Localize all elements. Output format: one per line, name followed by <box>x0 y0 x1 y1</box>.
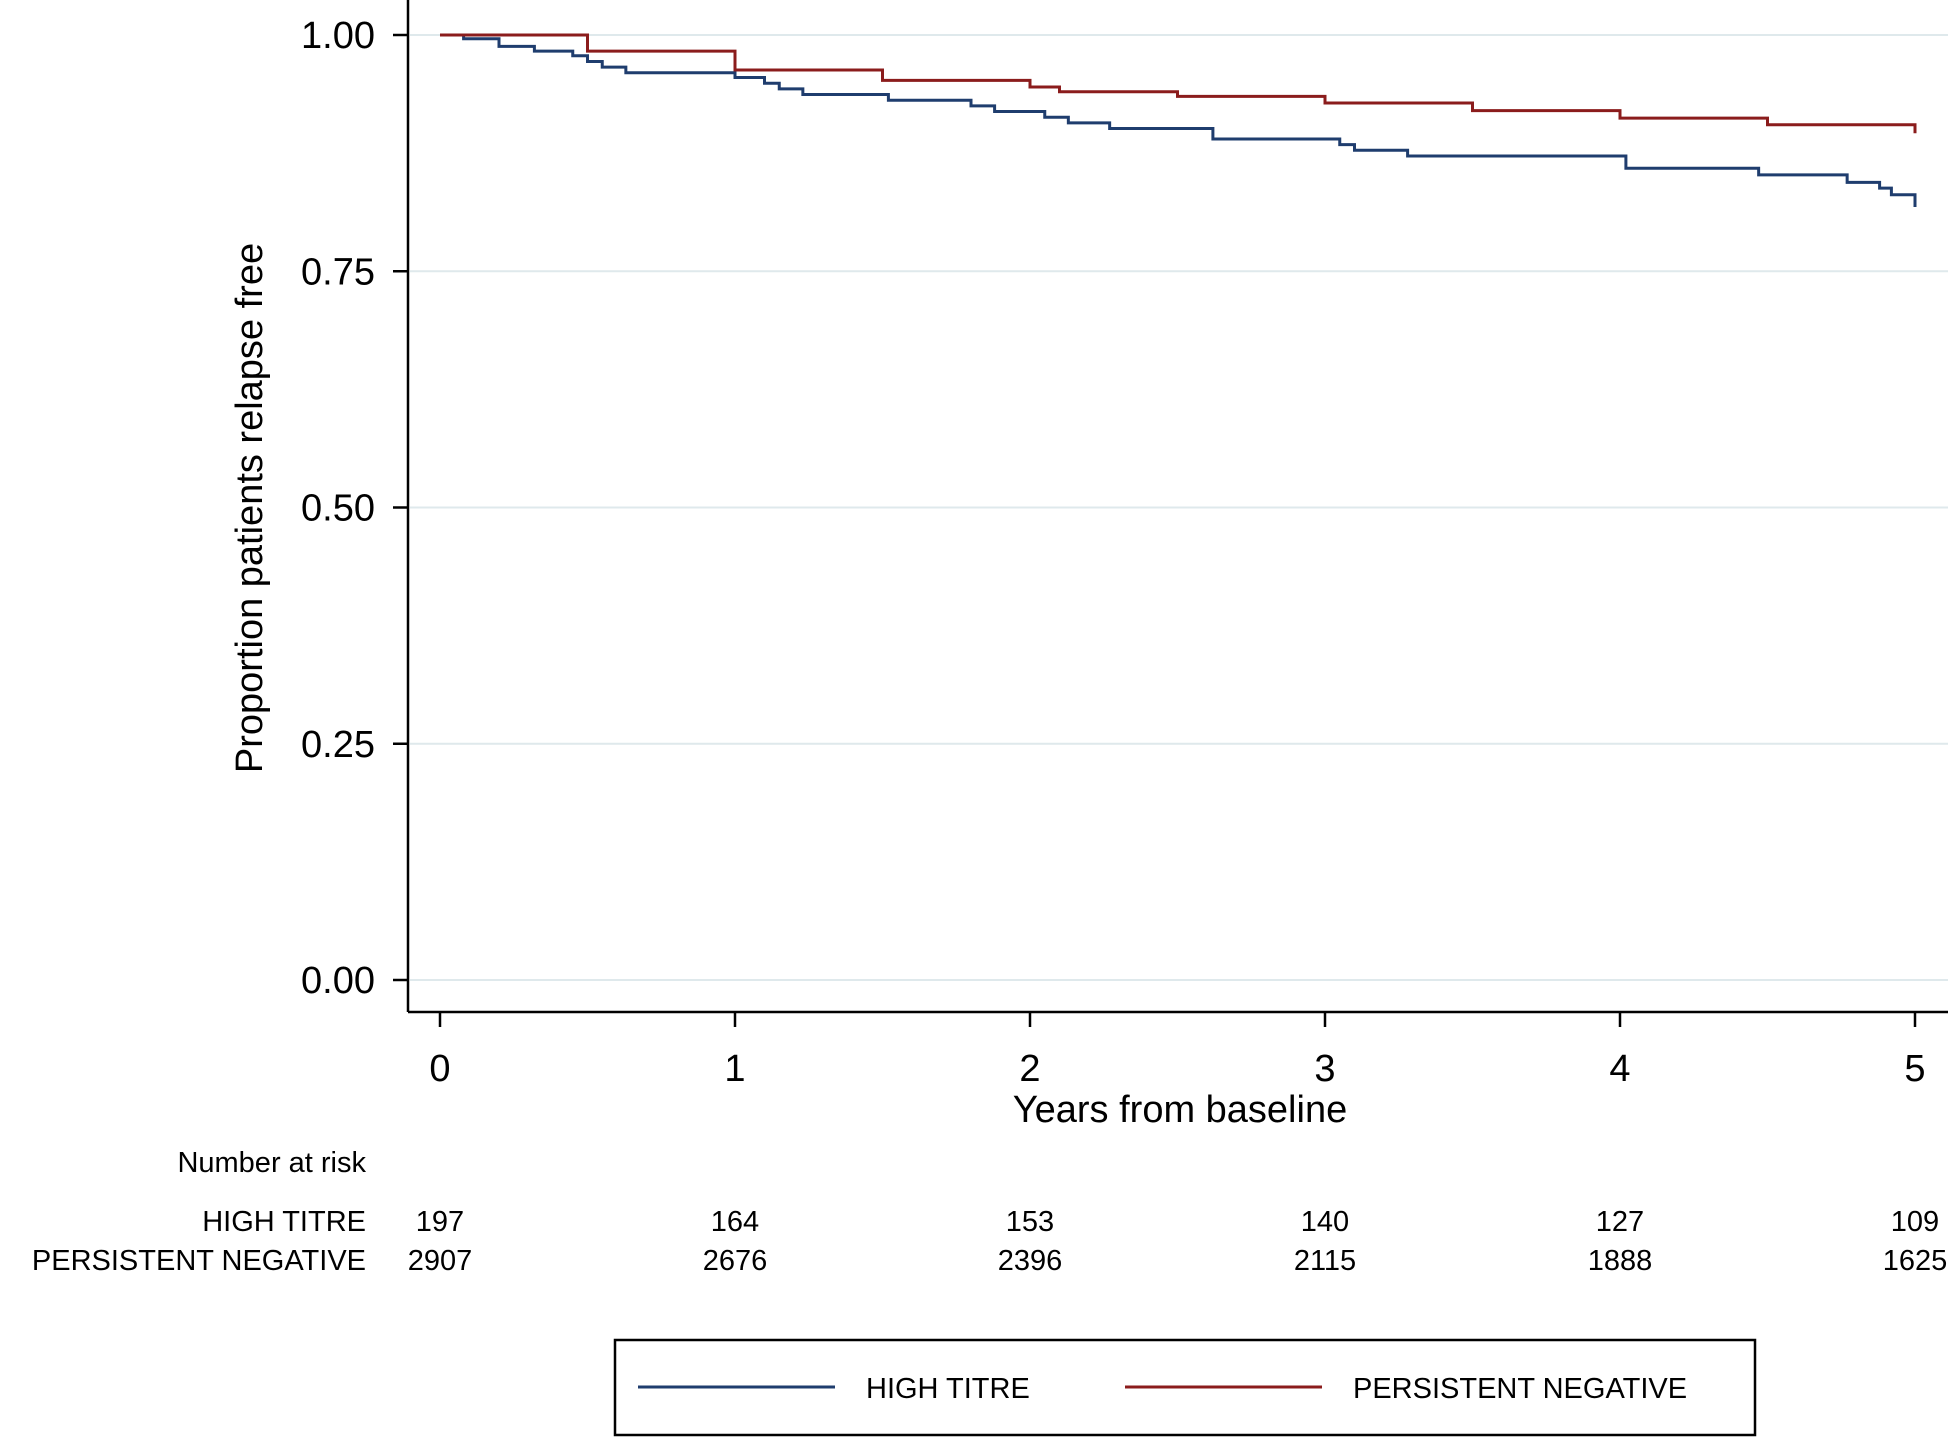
x-axis-title: Years from baseline <box>1013 1089 1347 1131</box>
risk-count: 2676 <box>703 1245 768 1277</box>
risk-table: HIGH TITRE 197 164 153 140 127 109 PERSISTENT N… <box>32 1206 1947 1277</box>
risk-table-title: Number at risk <box>177 1147 366 1179</box>
risk-count: 2115 <box>1294 1245 1356 1277</box>
x-tick-label: 5 <box>1904 1048 1925 1090</box>
series-line-high-titre <box>440 33 1917 207</box>
x-tick-label: 2 <box>1019 1048 1040 1090</box>
risk-count: 164 <box>711 1206 759 1238</box>
x-axis-ticks: 0 1 2 3 4 5 <box>429 1012 1926 1090</box>
risk-count: 140 <box>1301 1206 1349 1238</box>
risk-count: 1625 <box>1883 1245 1948 1277</box>
legend: HIGH TITRE PERSISTENT NEGATIVE <box>613 1338 1757 1437</box>
y-tick-label: 0.00 <box>301 960 375 1002</box>
legend-label-persistent-negative: PERSISTENT NEGATIVE <box>1353 1373 1687 1405</box>
risk-group-label: PERSISTENT NEGATIVE <box>32 1245 366 1277</box>
risk-count: 109 <box>1891 1206 1939 1238</box>
x-tick-label: 0 <box>429 1048 450 1090</box>
series-lines <box>440 33 1917 207</box>
risk-count: 1888 <box>1588 1245 1653 1277</box>
y-axis-ticks: 0.00 0.25 0.50 0.75 1.00 <box>301 15 408 1002</box>
risk-group-label: HIGH TITRE <box>202 1206 366 1238</box>
x-tick-label: 3 <box>1314 1048 1335 1090</box>
y-tick-label: 0.50 <box>301 488 375 530</box>
risk-count: 153 <box>1006 1206 1054 1238</box>
legend-label-high-titre: HIGH TITRE <box>866 1373 1030 1405</box>
x-tick-label: 4 <box>1609 1048 1630 1090</box>
risk-count: 2396 <box>998 1245 1063 1277</box>
risk-count: 197 <box>416 1206 464 1238</box>
series-line-persistent-negative <box>440 33 1917 134</box>
gridlines <box>410 34 1948 981</box>
x-tick-label: 1 <box>724 1048 745 1090</box>
y-tick-label: 1.00 <box>301 15 375 57</box>
risk-count: 2907 <box>408 1245 473 1277</box>
y-axis-title: Proportion patients relapse free <box>229 243 271 773</box>
y-tick-label: 0.25 <box>301 724 375 766</box>
risk-count: 127 <box>1596 1206 1644 1238</box>
y-tick-label: 0.75 <box>301 251 375 293</box>
